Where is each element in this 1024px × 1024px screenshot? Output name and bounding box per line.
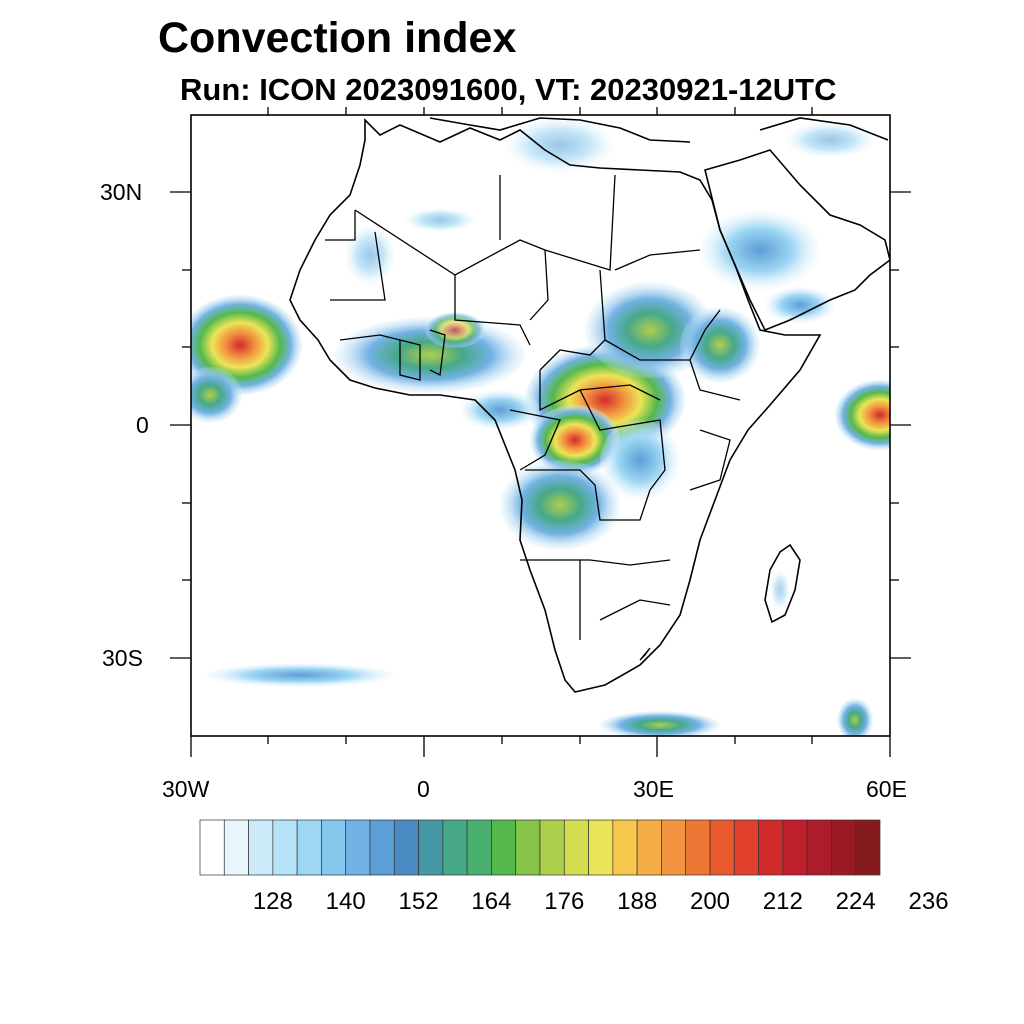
colorbar-label: 200 [689, 888, 731, 915]
colorbar-label: 176 [544, 888, 585, 915]
colorbar-swatch [491, 819, 517, 876]
colorbar-swatch [782, 819, 808, 876]
convection-cell [765, 287, 835, 323]
x-tick-label-30e: 30E [633, 776, 674, 802]
colorbar-swatch [442, 819, 468, 876]
x-tick-label-30w: 30W [162, 776, 210, 802]
convection-cell [345, 225, 395, 285]
colorbar-label: 188 [617, 888, 658, 915]
convection-field [191, 117, 890, 736]
colorbar-swatch [806, 819, 832, 876]
colorbar [199, 819, 881, 876]
colorbar-swatch [661, 819, 687, 876]
colorbar-swatch [855, 819, 881, 876]
y-tick-label-0: 0 [136, 412, 149, 438]
colorbar-swatch [466, 819, 492, 876]
y-tick-label-30n: 30N [100, 179, 143, 205]
convection-cell [460, 390, 540, 430]
colorbar-swatch [272, 819, 298, 876]
colorbar-label: 140 [325, 888, 366, 915]
x-tick-label-0: 0 [417, 776, 430, 802]
axis-ticks [170, 107, 911, 757]
convection-cell [680, 307, 760, 383]
chart-subtitle: Run: ICON 2023091600, VT: 20230921-12UTC [180, 72, 837, 107]
colorbar-swatch [831, 819, 857, 876]
colorbar-swatch [369, 819, 395, 876]
colorbar-swatch [248, 819, 274, 876]
convection-cell [405, 208, 475, 232]
convection-cell [600, 420, 680, 500]
y-tick-label-30s: 30S [102, 645, 143, 671]
colorbar-swatch [539, 819, 565, 876]
colorbar-label: 152 [398, 888, 439, 915]
convection-cell [700, 210, 820, 290]
convection-cell [505, 117, 615, 173]
colorbar-swatch [223, 819, 249, 876]
colorbar-swatch [636, 819, 662, 876]
colorbar-swatch [515, 819, 541, 876]
convection-cell [191, 367, 242, 423]
colorbar-swatch [321, 819, 347, 876]
colorbar-label: 212 [762, 888, 803, 915]
colorbar-swatch [758, 819, 784, 876]
chart-title: Convection index [158, 14, 517, 62]
colorbar-swatch [199, 819, 225, 876]
colorbar-swatch [612, 819, 638, 876]
convection-cell [835, 380, 890, 450]
coastlines [289, 117, 890, 693]
colorbar-swatch [393, 819, 419, 876]
convection-cell [770, 570, 790, 610]
colorbar-swatch [345, 819, 371, 876]
country-borders [325, 174, 741, 661]
colorbar-label: 236 [908, 888, 949, 915]
convection-cell [500, 460, 620, 550]
colorbar-swatch [685, 819, 711, 876]
convection-cell [205, 663, 395, 687]
convection-cell [837, 698, 873, 736]
colorbar-swatch [296, 819, 322, 876]
convection-cell [785, 122, 875, 158]
convection-cell [600, 711, 720, 736]
colorbar-swatch [418, 819, 444, 876]
colorbar-swatch [709, 819, 735, 876]
colorbar-label: 224 [835, 888, 876, 915]
colorbar-swatch [563, 819, 589, 876]
convection-cell [530, 405, 620, 475]
x-tick-label-60e: 60E [866, 776, 907, 802]
colorbar-swatch [733, 819, 759, 876]
colorbar-label: 164 [471, 888, 512, 915]
colorbar-label: 128 [252, 888, 293, 915]
colorbar-swatch [588, 819, 614, 876]
